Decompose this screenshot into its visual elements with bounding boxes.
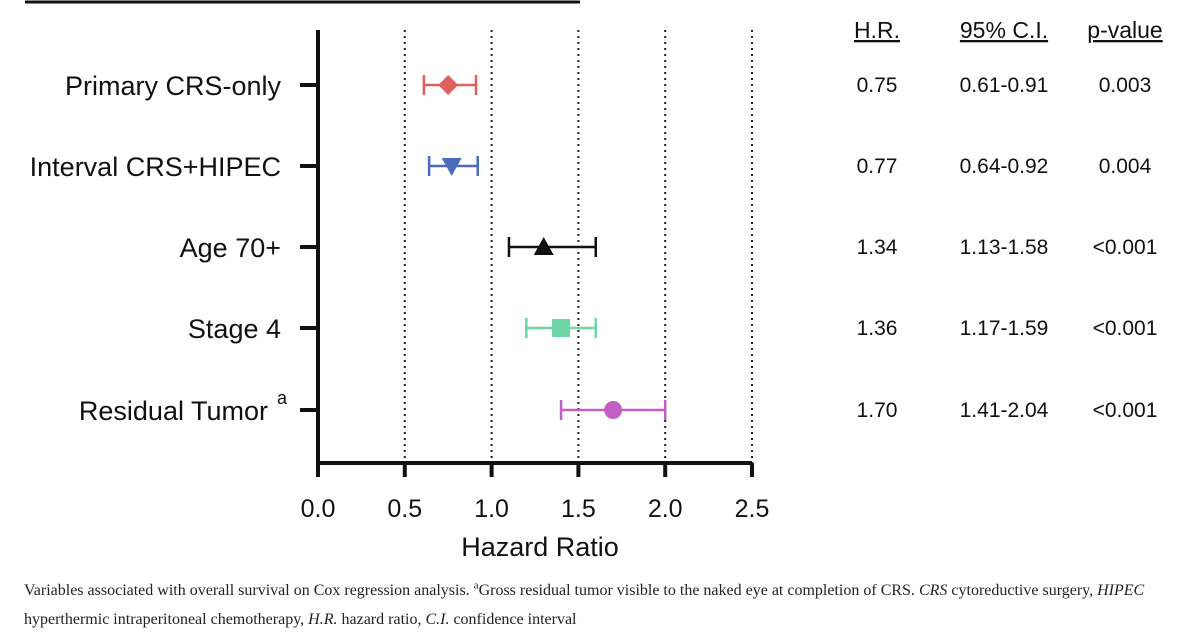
row-label-sup-4: a (277, 388, 288, 408)
ci-value-2: 1.13-1.58 (960, 236, 1049, 259)
caption-def-crs: cytoreductive surgery, (947, 582, 1098, 599)
hr-value-2: 1.34 (857, 236, 898, 259)
row-label-1: Interval CRS+HIPEC (30, 152, 281, 182)
caption-abbr-ci: C.I. (425, 611, 450, 628)
row-label-2: Age 70+ (180, 233, 281, 263)
point-marker-1 (441, 158, 462, 176)
row-label-0: Primary CRS-only (65, 71, 282, 101)
p-value-2: <0.001 (1093, 236, 1158, 259)
caption-def-ci: confidence interval (449, 611, 577, 628)
point-marker-3 (552, 319, 571, 337)
point-marker-2 (533, 237, 554, 255)
x-tick-label-0: 0.0 (301, 495, 336, 523)
ci-value-1: 0.64-0.92 (960, 155, 1049, 178)
caption-footnote-text: Gross residual tumor visible to the nake… (478, 582, 919, 599)
x-tick-label-5: 2.5 (735, 495, 770, 523)
hr-value-4: 1.70 (857, 399, 898, 422)
hr-value-1: 0.77 (857, 155, 898, 178)
caption-abbr-hipec: HIPEC (1097, 582, 1145, 599)
forest-rows: Primary CRS-only Interval CRS+HIPEC Age 70… (30, 71, 667, 426)
stats-table: 0.75 0.61-0.91 0.003 0.77 0.64-0.92 0.004 1.34… (857, 74, 1158, 422)
ci-value-4: 1.41-2.04 (960, 399, 1049, 422)
p-value-3: <0.001 (1093, 317, 1158, 340)
caption-def-hipec: hyperthermic intraperitoneal chemotherap… (24, 611, 309, 628)
reference-lines (403, 30, 753, 463)
point-marker-0 (438, 75, 459, 95)
column-header-p: p-value (1087, 17, 1162, 43)
caption-abbr-hr: H.R. (308, 611, 338, 628)
x-tick-label-1: 0.5 (387, 495, 422, 523)
x-tick-label-2: 1.0 (474, 495, 509, 523)
forest-plot: 0.0 0.5 1.0 1.5 2.0 2.5 Primary CRS-only Inter… (25, 0, 1163, 562)
point-marker-4 (604, 401, 623, 419)
x-tick-label-4: 2.0 (648, 495, 683, 523)
hr-value-3: 1.36 (857, 317, 898, 340)
caption-abbr-crs: CRS (918, 582, 948, 599)
ci-value-0: 0.61-0.91 (960, 74, 1049, 97)
x-axis-title: Hazard Ratio (461, 532, 619, 562)
figure-caption: Variables associated with overall surviv… (24, 576, 1184, 634)
hr-value-0: 0.75 (857, 74, 898, 97)
p-value-1: 0.004 (1099, 155, 1152, 178)
ci-value-3: 1.17-1.59 (960, 317, 1049, 340)
column-header-hr: H.R. (854, 17, 900, 43)
caption-footnote-mark: a (473, 579, 479, 592)
x-tick-label-3: 1.5 (561, 495, 596, 523)
column-headers: H.R. 95% C.I. p-value (854, 17, 1163, 43)
p-value-4: <0.001 (1093, 399, 1158, 422)
caption-def-hr: hazard ratio, (337, 611, 426, 628)
p-value-0: 0.003 (1099, 74, 1152, 97)
x-ticks: 0.0 0.5 1.0 1.5 2.0 2.5 (301, 463, 770, 523)
row-label-3: Stage 4 (188, 314, 281, 344)
row-label-4: Residual Tumor (79, 396, 268, 426)
column-header-ci: 95% C.I. (960, 17, 1048, 43)
caption-text: Variables associated with overall surviv… (24, 582, 474, 599)
